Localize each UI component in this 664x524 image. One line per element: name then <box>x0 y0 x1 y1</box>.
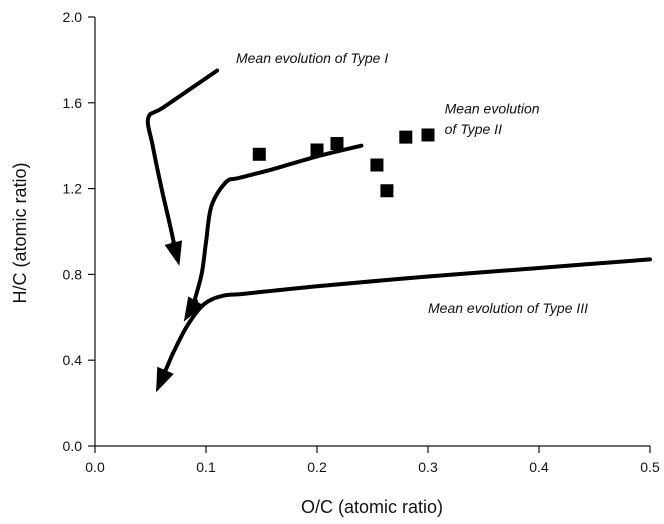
data-point <box>380 184 394 198</box>
data-point <box>330 137 344 151</box>
tick-labels: 0.0 0.1 0.2 0.3 0.4 0.5 0.0 0.4 0.8 1.2 1.6 2.0 <box>63 9 660 475</box>
type-ii-curve-arrowhead <box>183 296 204 322</box>
x-tick-label: 0.3 <box>418 459 438 475</box>
type-iii-curve-arrowhead <box>156 366 174 393</box>
x-tick-label: 0.0 <box>85 459 105 475</box>
type-iii-curve-stem <box>163 351 175 373</box>
data-point <box>399 130 413 144</box>
annotation-label: of Type II <box>445 121 502 137</box>
data-points <box>252 128 435 198</box>
y-tick-label: 1.2 <box>63 181 83 197</box>
annotation-label: Mean evolution <box>445 101 540 117</box>
x-tick-label: 0.5 <box>640 459 660 475</box>
y-tick-label: 1.6 <box>63 95 83 111</box>
data-point <box>252 147 266 161</box>
curves <box>145 68 652 393</box>
annotations: Mean evolution of Type I Mean evolution of… <box>236 50 588 316</box>
x-tick-label: 0.1 <box>196 459 216 475</box>
type-ii-curve <box>190 143 364 309</box>
x-tick-label: 0.4 <box>529 459 549 475</box>
y-tick-label: 0.8 <box>63 266 83 282</box>
x-tick-label: 0.2 <box>307 459 327 475</box>
annotation-label: Mean evolution of Type III <box>428 300 588 316</box>
data-point <box>370 158 384 172</box>
type-i-curve-arrowhead <box>164 240 183 266</box>
y-tick-label: 0.0 <box>63 438 83 454</box>
y-tick-label: 2.0 <box>63 9 83 25</box>
ticks <box>88 16 651 453</box>
type-iii-curve <box>170 257 652 356</box>
data-point <box>310 143 324 157</box>
y-axis-label: H/C (atomic ratio) <box>10 162 30 303</box>
x-axis-label: O/C (atomic ratio) <box>301 497 443 517</box>
type-i-curve <box>145 68 220 255</box>
annotation-label: Mean evolution of Type I <box>236 50 388 66</box>
axes <box>94 17 650 447</box>
data-point <box>421 128 435 142</box>
y-tick-label: 0.4 <box>63 352 83 368</box>
